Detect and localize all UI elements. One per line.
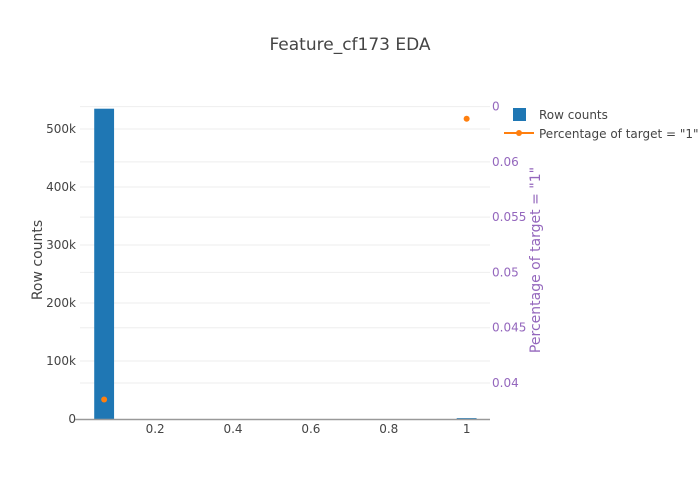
y2-tick-label: 0.05 [492,265,519,279]
legend-label-percentage[interactable]: Percentage of target = "1" [539,127,699,141]
y2-tick-label: 0.045 [492,321,526,335]
y-tick-label: 200k [46,296,76,310]
y-tick-label: 300k [46,238,76,252]
x-tick-label: 0.4 [223,422,242,436]
x-tick-label: 1 [463,422,471,436]
legend-bar-swatch [513,108,526,121]
y2-tick-label: 0.04 [492,376,519,390]
x-tick-label: 0.6 [301,422,320,436]
y2-tick-label: 0.055 [492,210,526,224]
y-tick-label: 100k [46,354,76,368]
legend-label-row-counts[interactable]: Row counts [539,108,608,122]
bar-row-counts [94,108,115,419]
y2-axis-label: Percentage of target = "1" [528,167,544,353]
y-tick-label: 400k [46,180,76,194]
y-axis-label: Row counts [30,220,46,300]
y2-tick-label: 0 [492,100,500,114]
y-tick-label: 0 [68,412,76,426]
x-tick-label: 0.8 [379,422,398,436]
y-tick-label: 500k [46,122,76,136]
legend-marker-swatch [516,130,522,136]
chart-title: Feature_cf173 EDA [269,35,430,55]
y2-tick-label: 0.06 [492,155,519,169]
point-percentage-target [463,115,470,122]
legend[interactable]: Row counts Percentage of target = "1" [504,108,699,141]
point-percentage-target [101,396,108,403]
x-tick-label: 0.2 [146,422,165,436]
bar-row-counts [456,418,477,420]
